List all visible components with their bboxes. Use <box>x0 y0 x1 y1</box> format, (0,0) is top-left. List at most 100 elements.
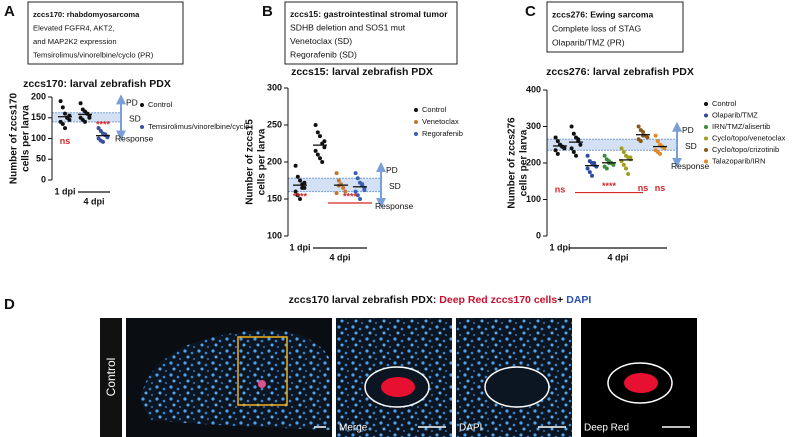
dot <box>334 191 339 196</box>
dot <box>358 197 362 201</box>
arrow-label: SD <box>389 181 401 191</box>
dot <box>293 163 298 168</box>
box-line: Venetoclax (SD) <box>290 36 352 46</box>
annotation: **** <box>96 119 111 129</box>
dot <box>318 156 322 161</box>
chart-title: zccs15: larval zebrafish PDX <box>291 66 433 78</box>
dot <box>60 105 65 110</box>
box-line: zccs276: Ewing sarcoma <box>552 9 653 19</box>
dot <box>569 124 574 129</box>
dot <box>355 193 360 198</box>
dot <box>83 119 87 124</box>
dot <box>569 146 574 151</box>
y-axis-label: Number of zccs170 <box>9 92 20 184</box>
dot <box>318 134 322 139</box>
cell-dot <box>258 380 266 388</box>
arrow-label: Response <box>115 134 154 144</box>
dot <box>621 150 626 155</box>
dot <box>87 115 92 120</box>
legend-label: Control <box>712 99 737 108</box>
box-line: Regorafenib (SD) <box>290 50 357 60</box>
y-tick-label: 300 <box>267 82 282 92</box>
legend-label: Control <box>422 105 447 114</box>
dot <box>336 178 341 183</box>
legend-label: Control <box>148 100 173 109</box>
image-label: DAPI <box>459 423 482 434</box>
legend-label: Cyclo/topo/crizotinib <box>712 145 779 154</box>
legend-label: IRN/TMZ/alisertib <box>712 122 770 131</box>
dot <box>360 182 365 187</box>
dot <box>298 197 302 201</box>
dot <box>101 139 105 144</box>
dot <box>576 137 581 142</box>
info-box <box>546 1 684 53</box>
dot <box>611 162 616 167</box>
legend-label: Regorafenib <box>422 129 463 138</box>
legend-dot <box>704 125 708 129</box>
arrow-label: SD <box>685 141 697 151</box>
dot <box>619 146 624 151</box>
row-label: Control <box>104 358 118 397</box>
title-part: + <box>557 294 566 306</box>
dot <box>320 160 325 164</box>
dot <box>362 188 367 193</box>
arrow-label: PD <box>126 98 138 108</box>
dot <box>298 178 302 183</box>
dot <box>585 153 590 158</box>
dot <box>624 166 628 171</box>
dot <box>555 139 560 144</box>
y-tick-label: 100 <box>31 133 46 143</box>
dot <box>571 131 576 136</box>
y-axis-label: cells per larva <box>21 105 32 172</box>
panel-letter: D <box>4 296 15 313</box>
x-label: 4 dpi <box>607 252 628 262</box>
dot <box>553 148 558 153</box>
dot <box>96 126 101 131</box>
legend-dot <box>704 136 708 141</box>
annotation: **** <box>293 191 308 201</box>
annotation: ns <box>555 185 566 195</box>
y-tick-label: 0 <box>536 230 541 240</box>
dot <box>655 139 660 144</box>
title-part: Deep Red zccs170 cells <box>439 294 557 306</box>
dot <box>636 124 641 129</box>
box-line: Olaparib/TMZ (PR) <box>552 37 625 47</box>
y-axis-label: Number of zccs15 <box>245 119 256 205</box>
panel-letter: B <box>262 3 273 20</box>
dot <box>295 193 300 198</box>
legend-label: Cyclo/topo/venetoclax <box>712 133 786 142</box>
box-line: SDHB deletion and SOS1 mut <box>290 23 406 33</box>
dot <box>604 166 609 171</box>
box-line: zccs15: gastrointestinal stromal tumor <box>290 9 448 19</box>
legend-dot <box>414 108 418 112</box>
row-strip <box>100 318 122 437</box>
red-cells <box>381 377 415 397</box>
box-line: and MAP2K2 expression <box>33 37 117 46</box>
x-label: 1 dpi <box>54 186 75 196</box>
dot <box>628 155 633 160</box>
legend-dot <box>704 159 708 164</box>
annotation: ns <box>655 183 666 193</box>
dot <box>78 101 83 106</box>
legend-dot <box>140 103 144 107</box>
y-tick-label: 200 <box>267 156 282 166</box>
roi <box>607 362 673 404</box>
panel-d-title: zccs170 larval zebrafish PDX: Deep Red z… <box>289 294 592 306</box>
panel-letter: A <box>4 3 15 20</box>
arrow-label: SD <box>129 114 141 124</box>
y-tick-label: 100 <box>267 230 282 240</box>
x-label: 1 dpi <box>549 242 570 252</box>
title-part: DAPI <box>566 294 591 306</box>
arrow-label: Response <box>375 201 414 211</box>
dot <box>63 126 67 131</box>
dot <box>585 166 590 171</box>
y-tick-label: 300 <box>526 121 541 131</box>
x-label: 4 dpi <box>83 196 104 206</box>
y-tick-label: 250 <box>267 119 282 129</box>
y-tick-label: 0 <box>41 174 46 184</box>
dot <box>578 142 583 147</box>
sd-band <box>547 139 676 151</box>
legend-dot <box>414 120 418 124</box>
y-tick-label: 150 <box>31 112 46 122</box>
box-line: Temsirolimus/vinorelbine/cyclo (PR) <box>33 50 154 59</box>
